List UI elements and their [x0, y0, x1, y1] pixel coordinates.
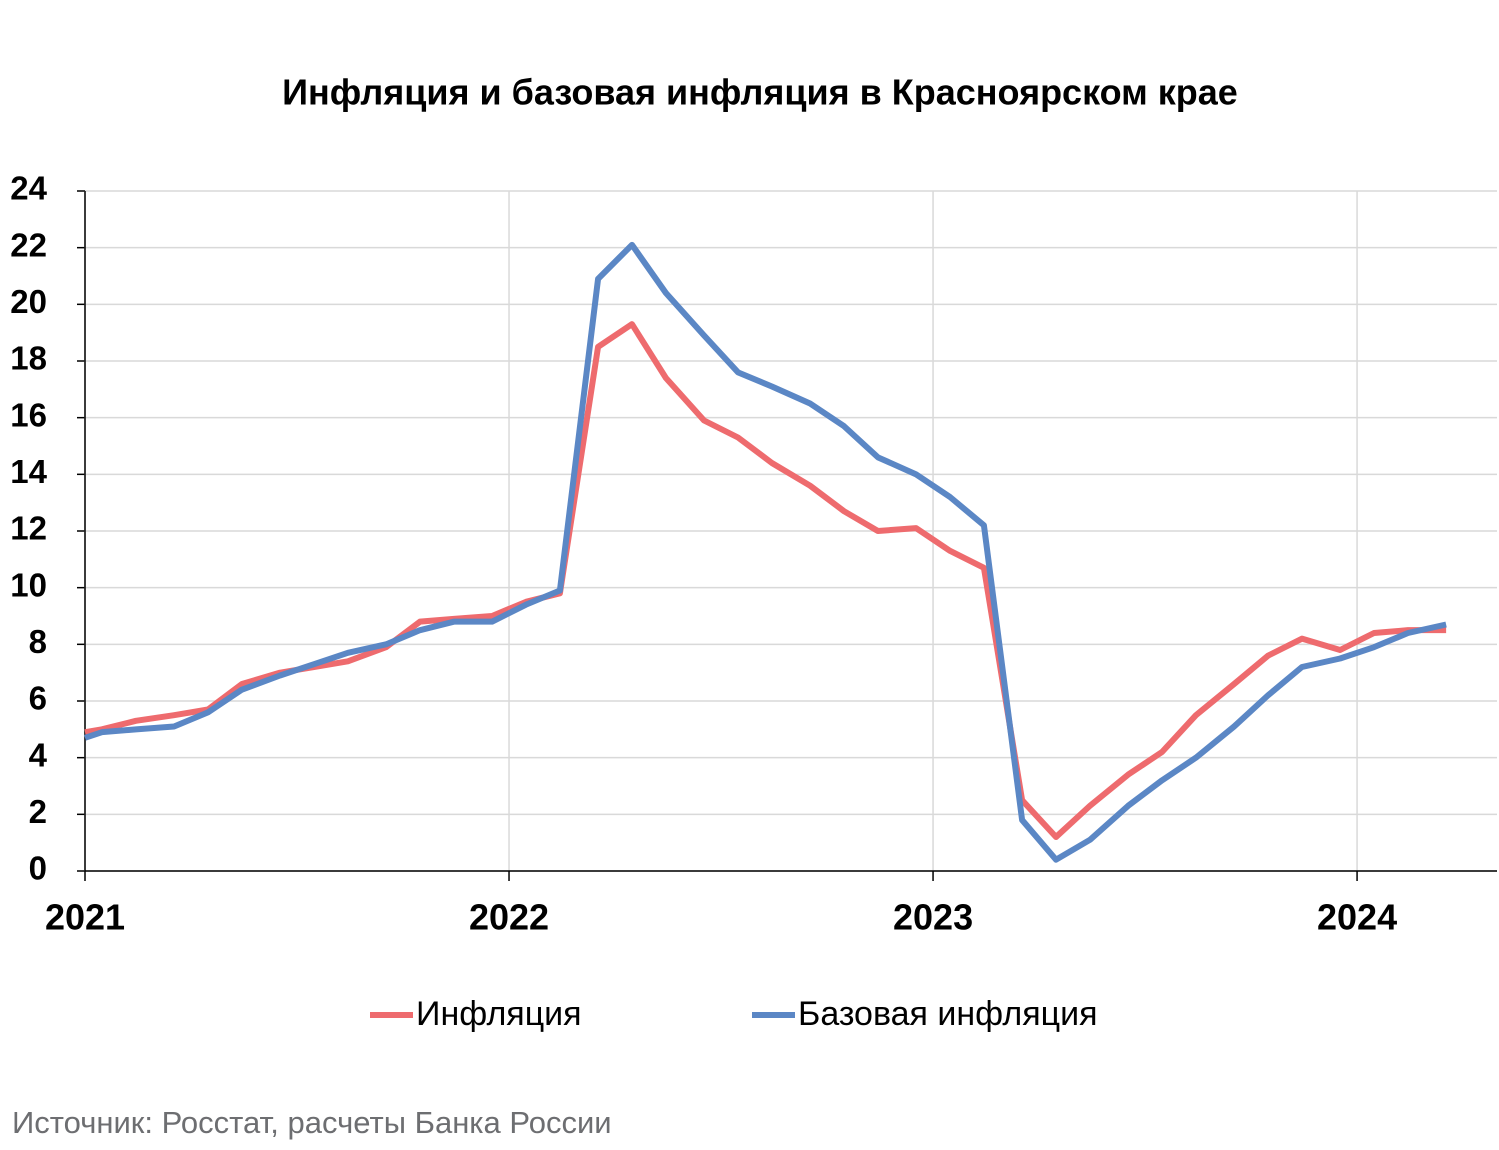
legend-label: Инфляция [416, 995, 582, 1033]
y-tick-label: 6 [29, 680, 47, 717]
y-tick-label: 12 [10, 510, 47, 547]
y-tick-label: 0 [29, 850, 47, 887]
source-note: Источник: Росстат, расчеты Банка России [12, 1105, 612, 1140]
y-tick-label: 16 [10, 396, 47, 433]
y-tick-label: 18 [10, 340, 47, 377]
chart-title: Инфляция и базовая инфляция в Красноярск… [282, 72, 1238, 113]
y-tick-label: 8 [29, 623, 47, 660]
y-tick-label: 24 [10, 170, 47, 207]
series-line [84, 241, 1447, 863]
series-line [84, 321, 1447, 840]
y-tick-label: 22 [10, 226, 47, 263]
x-tick-label: 2022 [469, 897, 549, 938]
y-tick-label: 10 [10, 566, 47, 603]
y-tick-label: 14 [10, 453, 47, 490]
x-tick-label: 2023 [893, 897, 973, 938]
legend-label: Базовая инфляция [798, 995, 1098, 1033]
x-tick-label: 2024 [1317, 897, 1397, 938]
x-tick-label: 2021 [45, 897, 125, 938]
y-tick-label: 2 [29, 793, 47, 830]
y-tick-label: 4 [29, 736, 48, 773]
y-tick-label: 20 [10, 283, 47, 320]
